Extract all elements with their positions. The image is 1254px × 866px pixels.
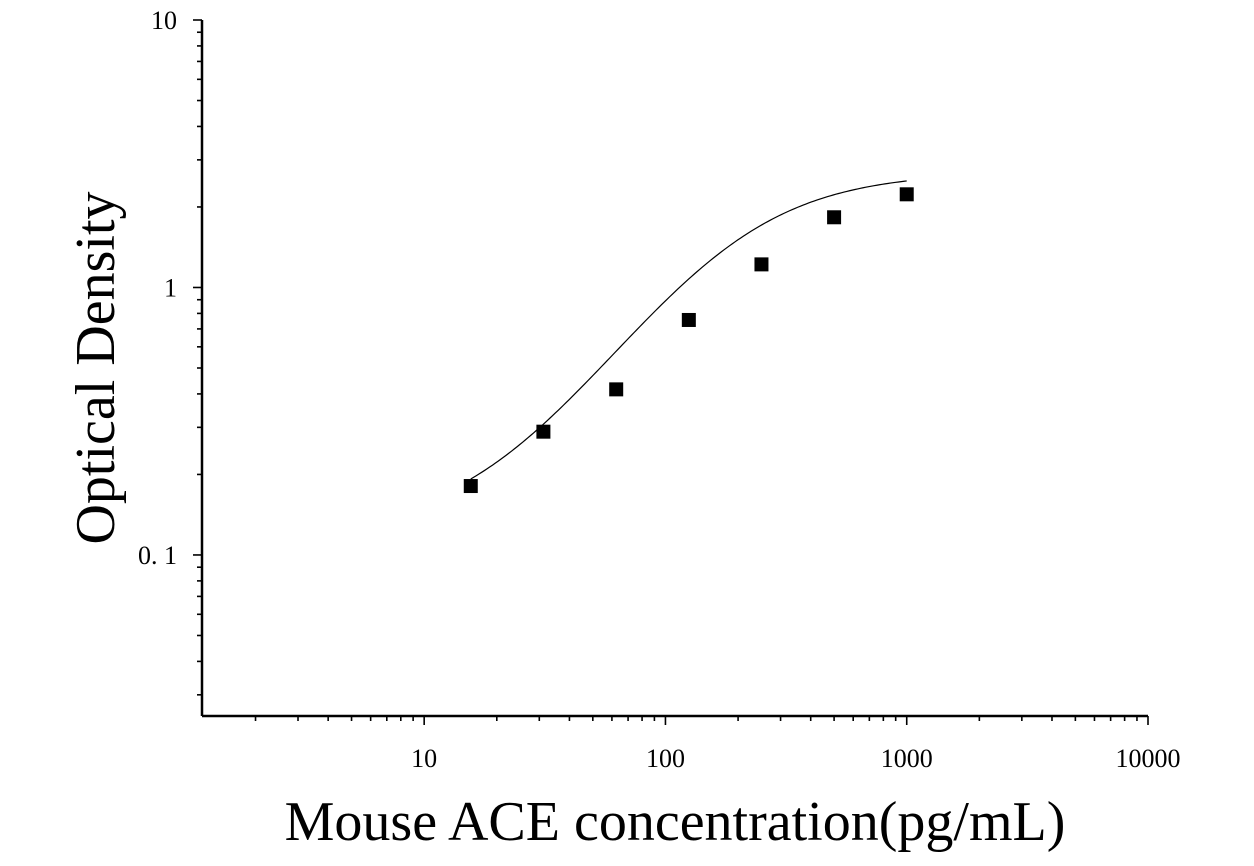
data-point	[899, 187, 914, 202]
y-tick-label: 0. 1	[138, 541, 177, 570]
x-axis-tick-labels: 10 100 1000 10000	[411, 744, 1180, 773]
y-axis-title: Optical Density	[65, 191, 127, 544]
data-point	[754, 257, 769, 272]
x-axis-title: Mouse ACE concentration(pg/mL)	[285, 791, 1066, 853]
data-point	[681, 312, 696, 327]
data-point	[827, 210, 842, 225]
x-tick-label: 10000	[1116, 744, 1181, 773]
data-point	[463, 479, 478, 494]
y-tick-label: 1	[164, 273, 177, 302]
x-tick-label: 1000	[881, 744, 933, 773]
x-tick-label: 10	[411, 744, 437, 773]
data-point	[609, 382, 624, 397]
x-axis-ticks	[254, 716, 1149, 725]
x-tick-label: 100	[646, 744, 685, 773]
data-point	[536, 424, 551, 439]
fit-curve	[470, 180, 907, 480]
y-tick-label: 10	[151, 6, 177, 35]
y-axis-ticks	[193, 19, 202, 696]
axes	[200, 20, 1148, 718]
y-axis-tick-labels: 0. 1 1 10	[138, 6, 177, 570]
data-points	[463, 187, 914, 494]
